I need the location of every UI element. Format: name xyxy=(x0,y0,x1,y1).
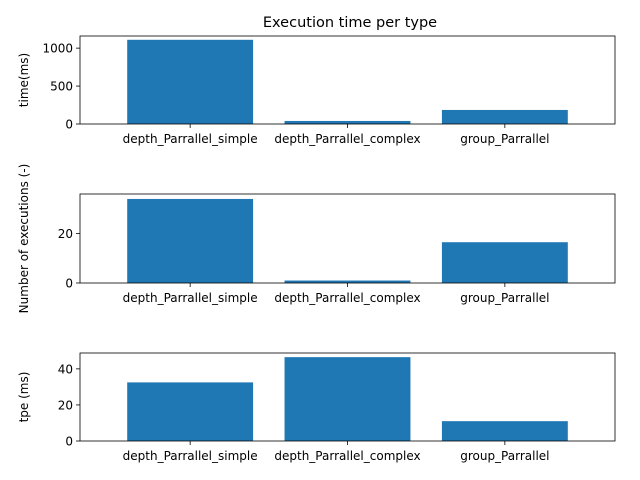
bar-depth-parrallel-simple xyxy=(127,382,254,441)
axes-frame xyxy=(79,193,616,284)
y-tick-label: 500 xyxy=(50,80,73,94)
bar-group-parrallel xyxy=(441,109,568,124)
axes-frame xyxy=(79,352,616,442)
x-tick-label: depth_Parrallel_complex xyxy=(274,132,420,146)
bar-group-parrallel xyxy=(441,421,568,441)
bar-depth-parrallel-simple xyxy=(127,39,254,124)
x-tick-label: depth_Parrallel_complex xyxy=(274,449,420,463)
y-tick-label: 0 xyxy=(65,435,73,449)
x-tick-label: depth_Parrallel_simple xyxy=(123,291,258,305)
x-tick-label: group_Parrallel xyxy=(460,449,549,463)
axes-frame xyxy=(79,35,616,125)
x-tick-label: depth_Parrallel_simple xyxy=(123,132,258,146)
y-tick-label: 1000 xyxy=(42,42,73,56)
y-tick-label: 40 xyxy=(58,362,73,376)
y-tick-label: 20 xyxy=(58,398,73,412)
y-axis-label: Number of executions (-) xyxy=(17,164,31,314)
y-tick-label: 0 xyxy=(65,277,73,291)
x-tick-label: group_Parrallel xyxy=(460,291,549,305)
chart-panel-1: depth_Parrallel_simple depth_Parrallel_co… xyxy=(17,35,616,146)
y-axis-label: tpe (ms) xyxy=(17,372,31,423)
chart-panel-3: depth_Parrallel_simple depth_Parrallel_co… xyxy=(17,352,616,463)
y-tick-label: 20 xyxy=(58,227,73,241)
chart-panel-2: depth_Parrallel_simple depth_Parrallel_co… xyxy=(17,164,616,314)
x-tick-label: depth_Parrallel_simple xyxy=(123,449,258,463)
x-tick-label: depth_Parrallel_complex xyxy=(274,291,420,305)
chart-title: Execution time per type xyxy=(263,15,437,31)
x-tick-label: group_Parrallel xyxy=(460,132,549,146)
bar-depth-parrallel-simple xyxy=(127,198,254,283)
bar-depth-parrallel-complex xyxy=(284,357,411,441)
bar-group-parrallel xyxy=(441,242,568,283)
y-axis-label: time(ms) xyxy=(17,53,31,107)
bar-depth-parrallel-complex xyxy=(284,120,411,124)
bar-depth-parrallel-complex xyxy=(284,280,411,283)
y-tick-label: 0 xyxy=(65,118,73,132)
